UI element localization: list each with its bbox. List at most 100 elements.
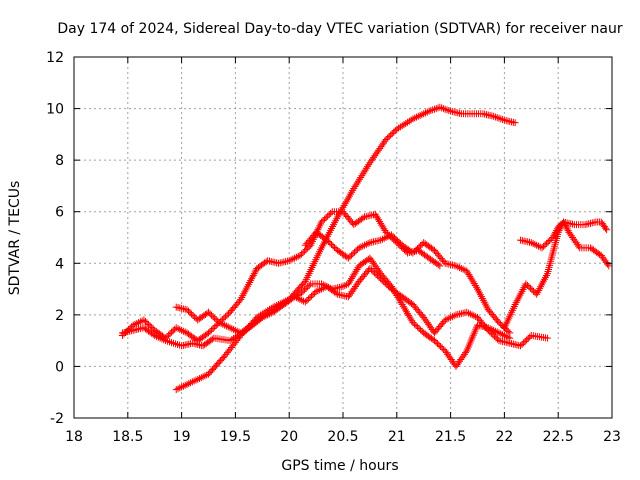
- data-point-plus: [404, 310, 412, 318]
- data-point-plus: [427, 107, 435, 115]
- data-point-plus: [511, 119, 519, 127]
- data-point-plus: [380, 225, 388, 233]
- data-point-plus: [471, 281, 479, 289]
- data-point-plus: [388, 130, 396, 138]
- data-point-plus: [312, 288, 320, 296]
- data-point-plus: [304, 283, 312, 291]
- data-point-plus: [314, 287, 322, 295]
- data-point-plus: [351, 248, 359, 256]
- data-point-plus: [432, 105, 440, 113]
- data-point-plus: [377, 236, 385, 244]
- data-point-plus: [303, 296, 311, 304]
- data-point-plus: [141, 317, 149, 325]
- x-tick-label: 19: [173, 429, 191, 445]
- data-point-plus: [344, 280, 352, 288]
- data-point-plus: [321, 215, 329, 223]
- data-point-plus: [443, 315, 451, 323]
- data-point-plus: [250, 270, 258, 278]
- data-point-plus: [219, 320, 227, 328]
- data-point-plus: [156, 334, 164, 342]
- data-point-plus: [226, 324, 234, 332]
- data-point-plus: [377, 275, 385, 283]
- data-point-plus: [541, 241, 549, 249]
- y-tick-label: 0: [55, 359, 64, 375]
- data-point-plus: [490, 332, 498, 340]
- data-point-plus: [339, 282, 347, 290]
- data-point-plus: [375, 216, 383, 224]
- data-point-plus: [208, 311, 216, 319]
- data-point-plus: [404, 118, 412, 126]
- data-point-plus: [379, 223, 387, 231]
- data-point-plus: [160, 336, 168, 344]
- data-point-plus: [411, 114, 419, 122]
- data-point-plus: [206, 310, 214, 318]
- data-point-plus: [151, 331, 159, 339]
- data-point-plus: [434, 340, 442, 348]
- data-point-plus: [414, 245, 422, 253]
- data-point-plus: [370, 153, 378, 161]
- data-point-plus: [380, 139, 388, 147]
- data-point-plus: [364, 240, 372, 248]
- data-point-plus: [183, 380, 191, 388]
- data-point-plus: [421, 109, 429, 117]
- data-point-plus: [287, 256, 295, 264]
- data-point-plus: [527, 239, 535, 247]
- data-point-plus: [148, 323, 156, 331]
- x-tick-label: 19.5: [220, 429, 251, 445]
- data-point-plus: [145, 320, 153, 328]
- data-point-plus: [554, 228, 562, 236]
- data-point-plus: [409, 115, 417, 123]
- data-point-plus: [140, 316, 148, 324]
- data-point-plus: [297, 289, 305, 297]
- data-point-plus: [561, 221, 569, 229]
- x-tick-label: 21.5: [435, 429, 466, 445]
- data-point-plus: [221, 321, 229, 329]
- data-point-plus: [378, 276, 386, 284]
- data-point-plus: [166, 330, 174, 338]
- data-point-plus: [405, 117, 413, 125]
- data-point-plus: [394, 237, 402, 245]
- data-point-plus: [398, 301, 406, 309]
- data-point-plus: [301, 247, 309, 255]
- data-point-plus: [292, 253, 300, 261]
- data-point-plus: [402, 119, 410, 127]
- data-point-plus: [316, 286, 324, 294]
- data-point-plus: [540, 242, 548, 250]
- data-point-plus: [409, 249, 417, 257]
- data-point-plus: [228, 325, 236, 333]
- data-point-plus: [212, 322, 220, 330]
- data-point-plus: [468, 311, 476, 319]
- data-point-plus: [445, 314, 453, 322]
- data-point-plus: [285, 257, 293, 265]
- data-point-plus: [248, 275, 256, 283]
- data-point-plus: [196, 374, 204, 382]
- data-point-plus: [169, 327, 177, 335]
- x-axis-label: GPS time / hours: [281, 458, 398, 474]
- data-point-plus: [197, 374, 205, 382]
- data-point-plus: [430, 337, 438, 345]
- data-point-plus: [383, 281, 391, 289]
- data-point-plus: [179, 327, 187, 335]
- data-point-plus: [369, 267, 377, 275]
- data-point-plus: [158, 335, 166, 343]
- data-point-plus: [190, 377, 198, 385]
- data-point-plus: [301, 286, 309, 294]
- data-point-plus: [344, 254, 352, 262]
- data-point-plus: [299, 249, 307, 257]
- data-point-plus: [418, 111, 426, 119]
- data-point-plus: [493, 328, 501, 336]
- data-point-plus: [208, 326, 216, 334]
- data-point-plus: [264, 311, 272, 319]
- data-point-plus: [575, 242, 583, 250]
- data-point-plus: [371, 210, 379, 218]
- data-point-plus: [486, 328, 494, 336]
- data-point-plus: [472, 283, 480, 291]
- data-point-plus: [357, 243, 365, 251]
- data-point-plus: [209, 313, 217, 321]
- data-point-plus: [414, 323, 422, 331]
- data-point-plus: [231, 326, 239, 334]
- data-point-plus: [345, 278, 353, 286]
- data-point-plus: [211, 314, 219, 322]
- data-point-plus: [470, 280, 478, 288]
- data-point-plus: [436, 262, 444, 270]
